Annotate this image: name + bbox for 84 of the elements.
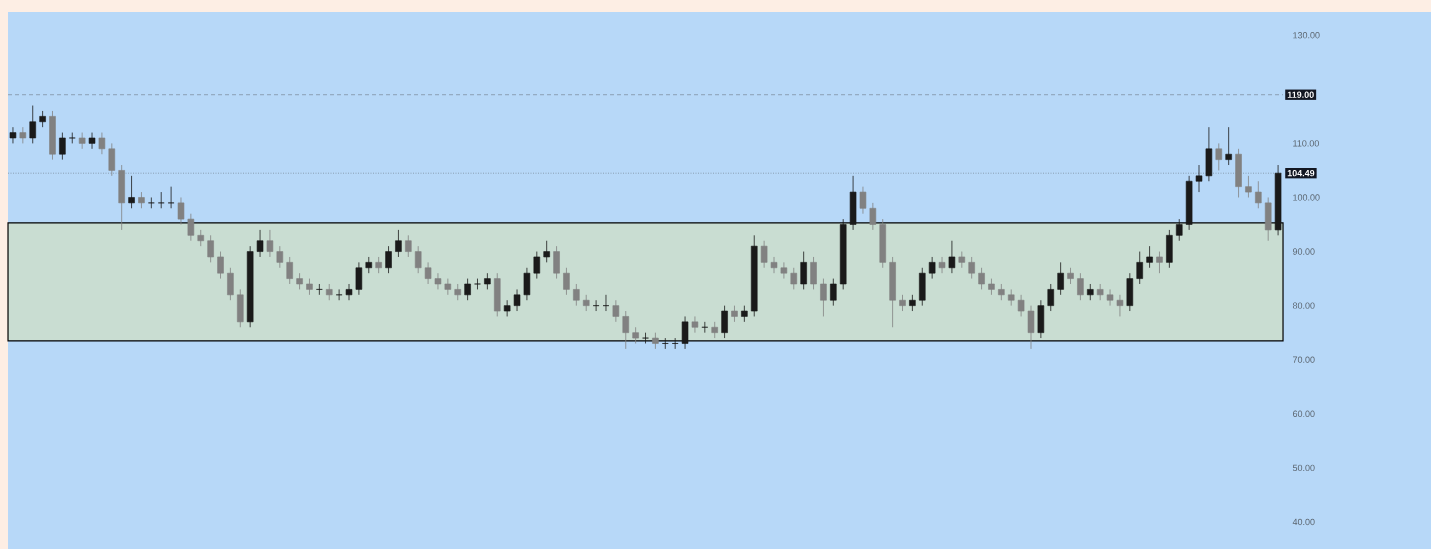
candlestick	[355, 261, 363, 296]
candlestick	[1245, 175, 1252, 198]
candlestick	[1175, 218, 1183, 242]
candlestick	[978, 267, 985, 290]
candlestick	[9, 126, 17, 144]
y-tick-label: 60.00	[1293, 410, 1315, 417]
y-tick-label: 80.00	[1292, 302, 1315, 309]
candlestick	[533, 251, 541, 279]
candlestick	[395, 229, 402, 258]
candlestick	[405, 234, 412, 258]
candlestick	[968, 256, 975, 279]
candlestick	[148, 197, 155, 209]
y-tick-label: 90.00	[1292, 248, 1315, 255]
candlestick	[1017, 294, 1025, 317]
y-tick-label: 130.00	[1293, 32, 1320, 39]
candlestick	[830, 278, 837, 307]
candlestick	[513, 289, 521, 312]
candlestick	[1255, 180, 1262, 209]
candlestick	[760, 240, 768, 269]
candlestick	[108, 142, 116, 177]
candlestick	[523, 267, 531, 301]
candlestick	[1027, 305, 1035, 350]
candlestick	[770, 256, 778, 274]
candlestick	[553, 245, 560, 279]
candlestick	[464, 278, 471, 301]
candlestick	[266, 229, 274, 258]
candlestick	[938, 256, 946, 274]
candlestick	[29, 105, 36, 144]
y-tick-label: 40.00	[1292, 518, 1315, 526]
candlestick	[503, 299, 511, 317]
candlestick	[790, 267, 798, 290]
candlestick	[1057, 261, 1064, 296]
ref-line-label: 119.00	[1287, 91, 1314, 98]
candlestick	[187, 213, 195, 242]
candlestick	[207, 234, 214, 263]
candlestick	[1116, 294, 1124, 317]
candlestick	[691, 316, 699, 334]
candlestick	[88, 132, 96, 150]
candlestick	[217, 251, 224, 279]
candlestick	[869, 202, 877, 231]
y-tick-label: 110.00	[1293, 140, 1319, 147]
y-tick-label: 70.00	[1293, 356, 1315, 363]
candlestick	[1225, 126, 1232, 166]
candlestick	[810, 256, 817, 290]
candlestick	[98, 132, 106, 155]
candlestick	[414, 245, 422, 274]
candlestick	[1195, 164, 1203, 193]
candlestick	[385, 245, 392, 274]
candlestick	[177, 197, 185, 225]
candlestick	[1156, 251, 1163, 274]
candlestick	[780, 261, 788, 279]
candlestick	[434, 272, 442, 290]
candlestick	[227, 267, 234, 301]
candlestick	[1106, 289, 1114, 307]
candlestick	[424, 261, 432, 285]
ref-line-label: 104.49	[1287, 170, 1315, 177]
candlestick	[59, 132, 66, 161]
candlestick	[948, 240, 956, 274]
candlestick	[612, 299, 620, 323]
candlestick	[78, 132, 86, 150]
candlestick	[859, 186, 867, 215]
candlestick	[820, 278, 827, 317]
candlestick	[345, 283, 353, 301]
candlestick	[681, 316, 689, 350]
candlestick	[622, 310, 630, 350]
y-tick-label: 50.00	[1292, 464, 1315, 472]
candlestick	[286, 256, 293, 285]
candlestick	[1146, 245, 1153, 269]
candlestick	[928, 256, 936, 279]
candlestick	[1136, 251, 1143, 285]
candlestick	[1077, 272, 1084, 301]
candlestick	[157, 191, 165, 209]
candlestick	[1047, 283, 1055, 312]
candlestick	[573, 283, 580, 307]
candlestick	[543, 240, 550, 263]
candlestick	[1215, 142, 1223, 171]
candlestick	[721, 305, 728, 339]
y-tick-label: 100.00	[1293, 194, 1320, 201]
candlestick	[800, 251, 807, 290]
candlestick	[256, 229, 264, 258]
candlestick	[128, 175, 135, 209]
candlestick	[167, 186, 175, 209]
candlestick	[563, 267, 570, 296]
candlestick	[276, 245, 284, 269]
